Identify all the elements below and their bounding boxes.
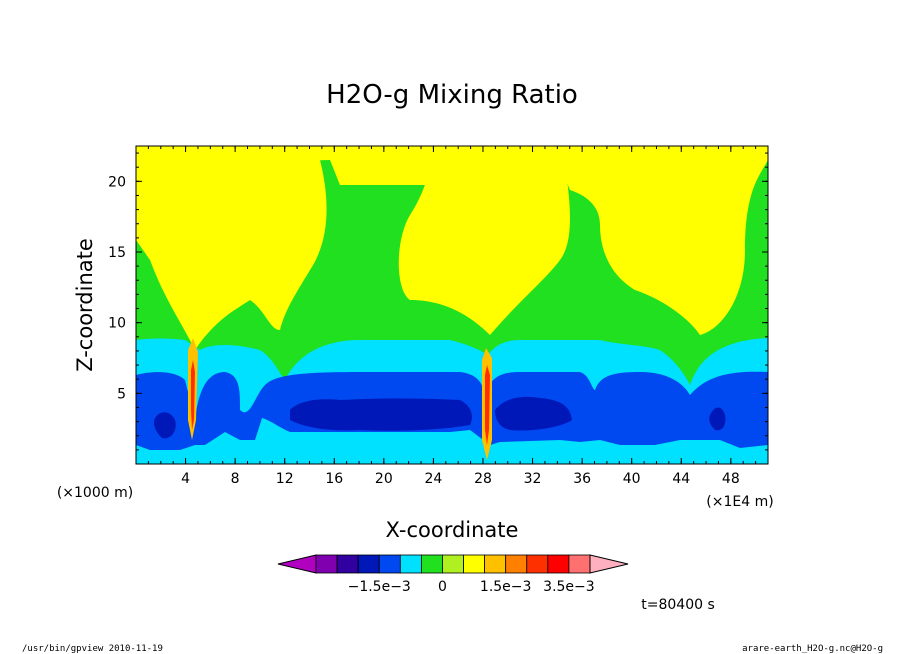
colorbar-swatch-10 bbox=[526, 554, 549, 574]
darkblue-region-center bbox=[290, 398, 472, 431]
colorbar-arrow-left bbox=[277, 554, 317, 574]
yellow-region-right bbox=[560, 146, 768, 335]
colorbar: −1.5e−3 0 1.5e−3 3.5e−3 bbox=[277, 554, 629, 595]
y-tick-label-2: 15 bbox=[108, 245, 126, 261]
spike-column-center-core bbox=[485, 365, 490, 445]
x-tick-label-2: 12 bbox=[276, 471, 294, 487]
x-tick-label-6: 28 bbox=[474, 471, 492, 487]
colorbar-swatch-4 bbox=[399, 554, 422, 574]
contour-field bbox=[136, 146, 768, 464]
colorbar-swatch-11 bbox=[547, 554, 570, 574]
x-tick-label-5: 24 bbox=[424, 471, 442, 487]
y-tick-label-3: 20 bbox=[108, 174, 126, 190]
x-tick-label-4: 20 bbox=[375, 471, 393, 487]
colorbar-swatch-6 bbox=[442, 554, 464, 574]
time-label: t=80400 s bbox=[641, 597, 715, 613]
x-tick-label-11: 48 bbox=[722, 471, 740, 487]
colorbar-label-3: 3.5e−3 bbox=[543, 579, 595, 595]
colorbar-swatch-7 bbox=[463, 554, 486, 574]
yellow-region-center bbox=[398, 165, 570, 335]
x-tick-label-8: 36 bbox=[573, 471, 591, 487]
x-scale-label: (×1E4 m) bbox=[706, 494, 773, 510]
x-tick-label-1: 8 bbox=[231, 471, 240, 487]
colorbar-label-1: 0 bbox=[438, 579, 447, 595]
chart-title: H2O-g Mixing Ratio bbox=[326, 80, 578, 110]
spike-column-left-core bbox=[191, 360, 195, 430]
x-tick-label-0: 4 bbox=[181, 471, 190, 487]
x-axis-label: X-coordinate bbox=[386, 518, 519, 542]
colorbar-swatch-12 bbox=[568, 554, 591, 574]
colorbar-arrow-right bbox=[589, 554, 629, 574]
yellow-region-left bbox=[136, 160, 327, 350]
y-tick-label-0: 5 bbox=[117, 386, 126, 402]
y-axis: 5 10 15 20 bbox=[108, 152, 768, 451]
yellow-region-top-left bbox=[136, 146, 560, 185]
x-tick-label-9: 40 bbox=[623, 471, 641, 487]
x-tick-label-7: 32 bbox=[524, 471, 542, 487]
x-axis: 4 8 12 16 20 24 28 32 36 40 44 48 bbox=[147, 146, 757, 487]
colorbar-swatch-0 bbox=[315, 554, 338, 574]
colorbar-swatch-3 bbox=[378, 554, 401, 574]
colorbar-label-0: −1.5e−3 bbox=[348, 579, 411, 595]
colorbar-swatch-1 bbox=[336, 554, 359, 574]
footer-left: /usr/bin/gpview 2010-11-19 bbox=[22, 644, 163, 654]
darkblue-region-left bbox=[153, 412, 176, 439]
plot-frame bbox=[135, 145, 769, 465]
colorbar-swatch-5 bbox=[420, 554, 443, 574]
colorbar-swatch-2 bbox=[357, 554, 380, 574]
darkblue-region-right bbox=[495, 396, 572, 431]
colorbar-label-2: 1.5e−3 bbox=[480, 579, 532, 595]
darkblue-region-far-right bbox=[709, 407, 726, 431]
y-tick-label-1: 10 bbox=[108, 316, 126, 332]
y-axis-label: Z-coordinate bbox=[73, 238, 97, 372]
footer-right: arare-earth_H2O-g.nc@H2O-g bbox=[742, 644, 883, 654]
x-tick-label-3: 16 bbox=[325, 471, 343, 487]
x-unit-label: (×1000 m) bbox=[57, 485, 133, 501]
colorbar-swatch-8 bbox=[484, 554, 507, 574]
colorbar-swatch-9 bbox=[505, 554, 528, 574]
x-tick-label-10: 44 bbox=[672, 471, 690, 487]
